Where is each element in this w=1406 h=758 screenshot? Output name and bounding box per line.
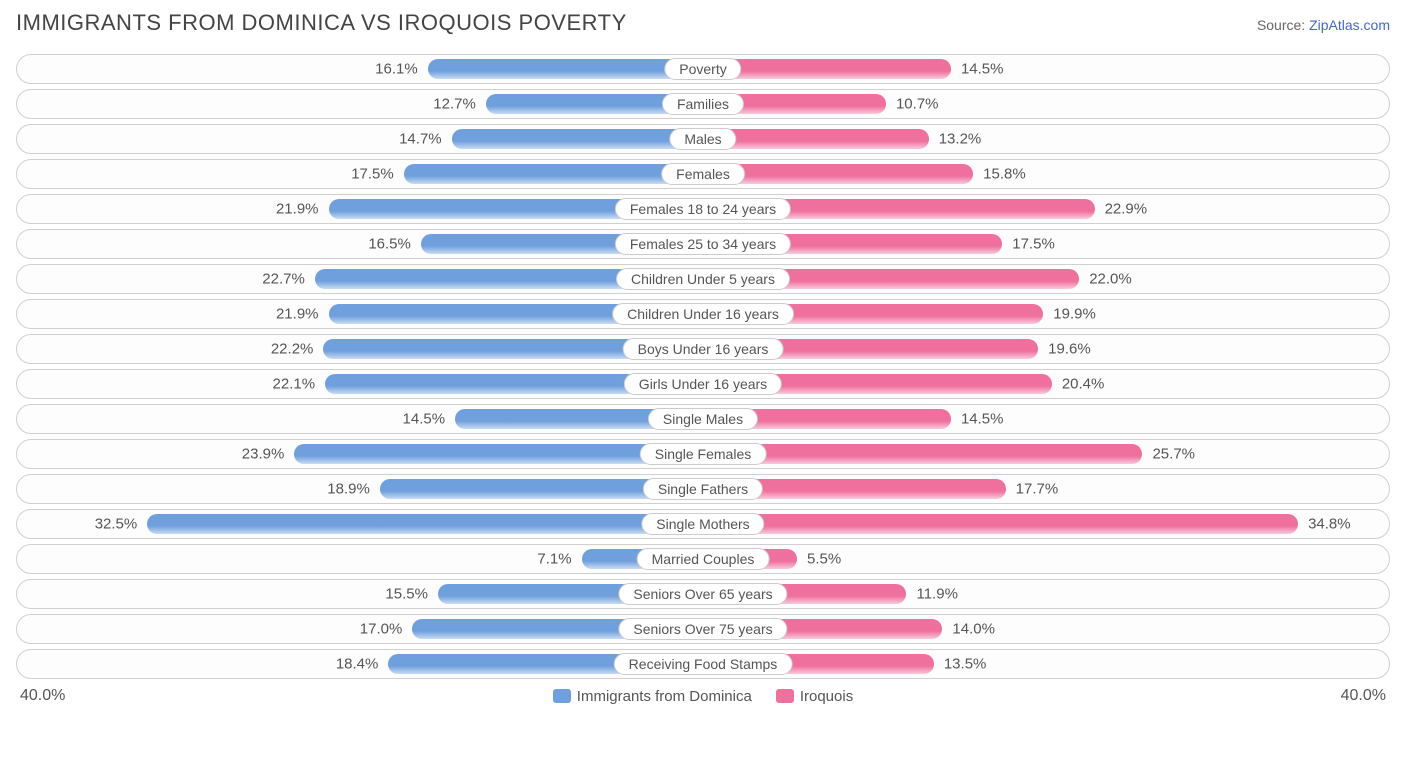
chart-row: 18.9% 17.7% Single Fathers	[16, 474, 1390, 504]
category-label: Single Females	[640, 443, 767, 465]
chart-row: 22.1% 20.4% Girls Under 16 years	[16, 369, 1390, 399]
bar-left	[147, 514, 703, 534]
category-label: Females	[661, 163, 745, 185]
legend-item-left: Immigrants from Dominica	[553, 688, 752, 705]
category-label: Girls Under 16 years	[624, 373, 782, 395]
chart-row: 12.7% 10.7% Families	[16, 89, 1390, 119]
bar-left	[452, 129, 703, 149]
category-label: Boys Under 16 years	[623, 338, 784, 360]
category-label: Seniors Over 65 years	[618, 583, 787, 605]
legend-swatch-right	[776, 689, 794, 703]
source-attribution: Source: ZipAtlas.com	[1257, 17, 1390, 35]
legend-item-right: Iroquois	[776, 688, 853, 705]
category-label: Children Under 16 years	[612, 303, 794, 325]
value-label-right: 22.0%	[1089, 271, 1132, 288]
category-label: Single Fathers	[643, 478, 763, 500]
category-label: Females 18 to 24 years	[615, 198, 791, 220]
category-label: Receiving Food Stamps	[614, 653, 793, 675]
value-label-right: 13.5%	[944, 656, 987, 673]
category-label: Single Mothers	[641, 513, 764, 535]
chart-row: 17.5% 15.8% Females	[16, 159, 1390, 189]
chart-header: IMMIGRANTS FROM DOMINICA VS IROQUOIS POV…	[16, 10, 1390, 36]
value-label-right: 34.8%	[1308, 516, 1351, 533]
chart-row: 15.5% 11.9% Seniors Over 65 years	[16, 579, 1390, 609]
source-link[interactable]: ZipAtlas.com	[1309, 17, 1390, 33]
category-label: Married Couples	[637, 548, 770, 570]
value-label-right: 17.5%	[1012, 236, 1055, 253]
bar-right	[703, 129, 929, 149]
legend-swatch-left	[553, 689, 571, 703]
value-label-right: 19.9%	[1053, 306, 1096, 323]
value-label-left: 23.9%	[242, 446, 285, 463]
value-label-left: 17.5%	[351, 166, 394, 183]
chart-row: 22.2% 19.6% Boys Under 16 years	[16, 334, 1390, 364]
bar-left	[428, 59, 703, 79]
chart-row: 21.9% 22.9% Females 18 to 24 years	[16, 194, 1390, 224]
bar-left	[404, 164, 703, 184]
value-label-left: 22.1%	[273, 376, 316, 393]
legend-label-left: Immigrants from Dominica	[577, 688, 752, 705]
value-label-left: 18.9%	[327, 481, 370, 498]
value-label-left: 17.0%	[360, 621, 403, 638]
value-label-left: 22.2%	[271, 341, 314, 358]
value-label-left: 22.7%	[262, 271, 305, 288]
category-label: Children Under 5 years	[616, 268, 790, 290]
value-label-right: 25.7%	[1152, 446, 1195, 463]
value-label-right: 14.5%	[961, 61, 1004, 78]
chart-row: 16.1% 14.5% Poverty	[16, 54, 1390, 84]
value-label-right: 5.5%	[807, 551, 841, 568]
value-label-left: 21.9%	[276, 201, 319, 218]
chart-title: IMMIGRANTS FROM DOMINICA VS IROQUOIS POV…	[16, 10, 627, 36]
category-label: Males	[669, 128, 736, 150]
chart-row: 14.7% 13.2% Males	[16, 124, 1390, 154]
value-label-right: 15.8%	[983, 166, 1026, 183]
legend-label-right: Iroquois	[800, 688, 853, 705]
value-label-left: 14.7%	[399, 131, 442, 148]
value-label-left: 16.5%	[368, 236, 411, 253]
chart-row: 14.5% 14.5% Single Males	[16, 404, 1390, 434]
value-label-left: 7.1%	[537, 551, 571, 568]
category-label: Poverty	[664, 58, 741, 80]
chart-row: 18.4% 13.5% Receiving Food Stamps	[16, 649, 1390, 679]
value-label-left: 32.5%	[95, 516, 138, 533]
chart-row: 23.9% 25.7% Single Females	[16, 439, 1390, 469]
chart-body: 16.1% 14.5% Poverty 12.7% 10.7% Families 14.7%…	[16, 54, 1390, 679]
value-label-right: 17.7%	[1016, 481, 1059, 498]
value-label-right: 10.7%	[896, 96, 939, 113]
category-label: Single Males	[648, 408, 758, 430]
source-prefix: Source:	[1257, 17, 1309, 33]
category-label: Families	[662, 93, 744, 115]
value-label-left: 18.4%	[336, 656, 379, 673]
legend: Immigrants from Dominica Iroquois	[553, 688, 853, 705]
axis-max-left: 40.0%	[16, 687, 69, 705]
chart-row: 21.9% 19.9% Children Under 16 years	[16, 299, 1390, 329]
value-label-right: 14.5%	[961, 411, 1004, 428]
chart-row: 32.5% 34.8% Single Mothers	[16, 509, 1390, 539]
value-label-right: 20.4%	[1062, 376, 1105, 393]
chart-footer: 40.0% Immigrants from Dominica Iroquois …	[16, 687, 1390, 705]
value-label-left: 21.9%	[276, 306, 319, 323]
value-label-left: 16.1%	[375, 61, 418, 78]
chart-row: 22.7% 22.0% Children Under 5 years	[16, 264, 1390, 294]
category-label: Seniors Over 75 years	[618, 618, 787, 640]
chart-row: 16.5% 17.5% Females 25 to 34 years	[16, 229, 1390, 259]
value-label-right: 14.0%	[952, 621, 995, 638]
axis-max-right: 40.0%	[1337, 687, 1390, 705]
bar-right	[703, 444, 1142, 464]
value-label-left: 15.5%	[385, 586, 428, 603]
category-label: Females 25 to 34 years	[615, 233, 791, 255]
value-label-right: 13.2%	[939, 131, 982, 148]
value-label-left: 12.7%	[433, 96, 476, 113]
value-label-right: 22.9%	[1105, 201, 1148, 218]
value-label-right: 19.6%	[1048, 341, 1091, 358]
chart-row: 17.0% 14.0% Seniors Over 75 years	[16, 614, 1390, 644]
bar-right	[703, 514, 1298, 534]
value-label-right: 11.9%	[916, 586, 957, 603]
chart-row: 7.1% 5.5% Married Couples	[16, 544, 1390, 574]
value-label-left: 14.5%	[403, 411, 446, 428]
